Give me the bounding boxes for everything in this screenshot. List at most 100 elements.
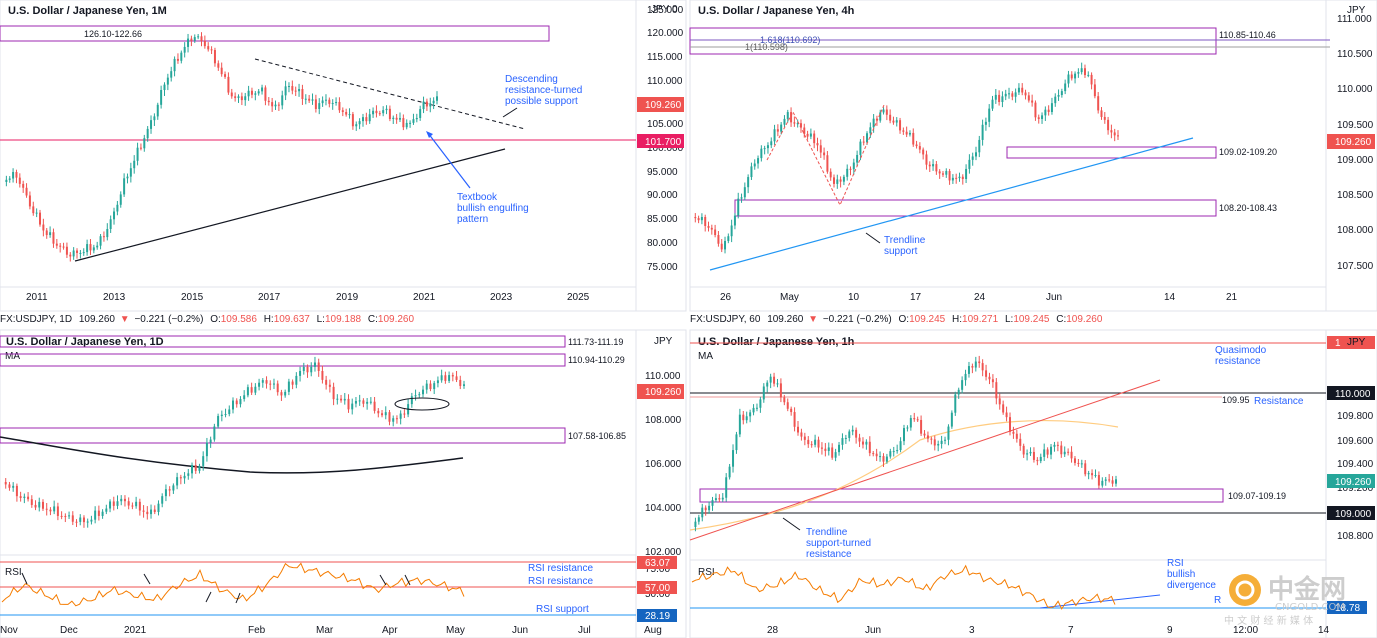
tl-supply-zone[interactable] bbox=[0, 25, 550, 42]
bl-zone-2[interactable] bbox=[0, 353, 566, 367]
candle-body bbox=[1026, 453, 1029, 455]
br-rsi-note: RSI bbox=[1167, 558, 1184, 569]
candle-body bbox=[82, 517, 85, 523]
bl-zone-label: 110.94-110.29 bbox=[568, 355, 625, 365]
candle-body bbox=[995, 382, 998, 399]
candle-body bbox=[971, 366, 974, 368]
tl-x-tick: 2019 bbox=[336, 292, 359, 303]
candle-body bbox=[415, 117, 418, 120]
candle-body bbox=[841, 438, 844, 445]
tr-demand-zone-2[interactable] bbox=[734, 199, 1217, 217]
candle-body bbox=[988, 376, 991, 380]
candle-body bbox=[200, 36, 203, 41]
candle-body bbox=[422, 101, 425, 110]
candle-body bbox=[1014, 92, 1017, 97]
candle-body bbox=[213, 50, 216, 64]
candle-body bbox=[773, 129, 776, 142]
tl-ann2-line: pattern bbox=[457, 214, 488, 225]
candle-body bbox=[378, 113, 381, 115]
br-rsi-tag-bg bbox=[1327, 601, 1367, 614]
candle-body bbox=[409, 122, 412, 124]
candle-body bbox=[1032, 451, 1035, 460]
candle-body bbox=[912, 132, 915, 145]
panel-monthly[interactable] bbox=[0, 0, 687, 312]
tr-zone-label: 109.02-109.20 bbox=[1219, 147, 1277, 157]
candle-body bbox=[338, 101, 341, 111]
candle-body bbox=[86, 521, 89, 523]
bl-zone-3[interactable] bbox=[0, 427, 566, 444]
bl-rsi-markers bbox=[21, 572, 411, 604]
candle-body bbox=[879, 112, 882, 121]
bl-zone-1[interactable] bbox=[0, 335, 566, 348]
tr-supply-zone[interactable] bbox=[689, 27, 1217, 55]
tr-annotation-trendline: Trendline support bbox=[865, 232, 926, 257]
candle-body bbox=[68, 515, 71, 517]
tr-trendline-support[interactable] bbox=[709, 137, 1194, 271]
candle-body bbox=[135, 501, 138, 507]
bl-symbol-bar[interactable]: FX:USDJPY, 1D 109.260 ▼ −0.221 (−0.2%) O… bbox=[0, 314, 414, 325]
bl-rsi-tag: 57.00 bbox=[645, 583, 670, 594]
candle-body bbox=[345, 111, 348, 115]
candle-body bbox=[392, 117, 395, 120]
candle-body bbox=[210, 49, 213, 51]
candle-body bbox=[433, 383, 436, 390]
candle-body bbox=[1037, 117, 1040, 119]
br-trendline[interactable] bbox=[689, 379, 1161, 541]
candle-body bbox=[974, 361, 977, 368]
bl-y-tick: 106.000 bbox=[645, 459, 682, 470]
candle-body bbox=[347, 398, 350, 410]
candle-body bbox=[418, 394, 421, 396]
br-y-tick: 109.400 bbox=[1337, 459, 1374, 470]
candle-body bbox=[8, 178, 11, 180]
candle-body bbox=[187, 473, 190, 476]
candle-body bbox=[328, 384, 331, 387]
candle-body bbox=[816, 143, 819, 146]
candle-body bbox=[362, 400, 365, 404]
candle-body bbox=[950, 412, 953, 427]
candle-body bbox=[180, 52, 183, 61]
candle-body bbox=[381, 413, 384, 416]
candle-body bbox=[971, 156, 974, 160]
candle-body bbox=[365, 117, 368, 122]
candle-body bbox=[1039, 456, 1042, 462]
candle-body bbox=[1004, 93, 1007, 97]
candle-body bbox=[935, 164, 938, 172]
bl-low: 109.188 bbox=[325, 314, 362, 325]
candle-body bbox=[1077, 462, 1080, 464]
candle-body bbox=[39, 212, 42, 225]
candle-body bbox=[157, 503, 160, 512]
br-last-price: 109.260 bbox=[767, 314, 804, 325]
candle-body bbox=[257, 91, 260, 94]
br-symbol-bar[interactable]: FX:USDJPY, 60 109.260 ▼ −0.221 (−0.2%) O… bbox=[690, 314, 1103, 325]
candle-body bbox=[1044, 109, 1047, 116]
bl-rsi-line[interactable] bbox=[1, 562, 465, 607]
tl-y-tick: 90.000 bbox=[647, 190, 678, 201]
candle-body bbox=[730, 225, 733, 237]
br-rsi-line[interactable] bbox=[691, 564, 1116, 610]
tl-descending-trendline[interactable] bbox=[254, 58, 526, 130]
candle-body bbox=[34, 504, 37, 508]
candle-body bbox=[355, 124, 358, 127]
br-demand-zone[interactable] bbox=[699, 488, 1224, 503]
candle-body bbox=[136, 147, 139, 161]
candle-body bbox=[209, 439, 212, 443]
bl-zone-label: 111.73-111.19 bbox=[568, 337, 623, 347]
panel-daily[interactable] bbox=[0, 329, 687, 638]
bl-moving-average[interactable] bbox=[0, 436, 464, 474]
candle-body bbox=[395, 418, 398, 420]
candle-body bbox=[862, 141, 865, 143]
bl-rsi-tag: 63.07 bbox=[645, 558, 670, 569]
candle-body bbox=[358, 121, 361, 125]
panel-4h[interactable] bbox=[689, 0, 1377, 312]
tl-y-tick: 85.000 bbox=[647, 214, 678, 225]
candle-body bbox=[918, 146, 921, 150]
panel-hourly[interactable] bbox=[689, 329, 1377, 638]
tl-level-tag-bg bbox=[637, 134, 684, 148]
tl-ascending-trendline[interactable] bbox=[74, 148, 506, 262]
candle-body bbox=[875, 453, 878, 457]
candle-body bbox=[714, 229, 717, 236]
candle-body bbox=[1008, 93, 1011, 95]
candle-body bbox=[358, 400, 361, 402]
tr-demand-zone-1[interactable] bbox=[1006, 146, 1217, 159]
